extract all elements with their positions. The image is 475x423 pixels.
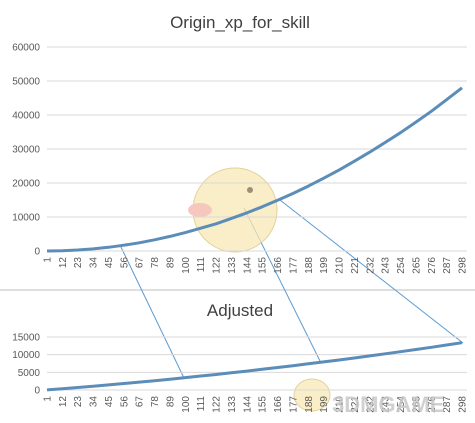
- y-tick-label: 0: [34, 247, 40, 258]
- y-tick-label: 15000: [12, 333, 40, 344]
- x-tick-label: 221: [350, 257, 361, 274]
- y-tick-label: 5000: [18, 368, 41, 379]
- x-tick-label: 276: [427, 396, 438, 413]
- y-tick-label: 30000: [12, 145, 40, 156]
- x-tick-label: 221: [350, 396, 361, 413]
- x-tick-label: 144: [242, 396, 253, 413]
- x-tick-label: 243: [381, 257, 392, 274]
- x-tick-label: 67: [135, 257, 146, 269]
- x-tick-label: 45: [104, 257, 115, 269]
- x-tick-label: 56: [119, 396, 130, 408]
- data-line: [46, 341, 463, 392]
- x-tick-label: 254: [396, 396, 407, 413]
- y-tick-label: 50000: [12, 77, 40, 88]
- x-tick-label: 23: [73, 396, 84, 408]
- x-tick-label: 133: [227, 257, 238, 274]
- mascot-wing: [188, 203, 212, 217]
- x-tick-label: 100: [181, 257, 192, 274]
- x-tick-label: 166: [273, 257, 284, 274]
- data-line: [46, 86, 463, 253]
- x-tick-label: 287: [442, 396, 453, 413]
- x-tick-label: 111: [196, 396, 207, 412]
- chart-title: Adjusted: [207, 301, 273, 320]
- x-tick-label: 188: [304, 396, 315, 413]
- x-tick-label: 232: [365, 396, 376, 413]
- x-tick-label: 34: [89, 257, 100, 269]
- x-tick-label: 232: [365, 257, 376, 274]
- mascot-eye: [247, 187, 253, 193]
- x-tick-label: 276: [427, 257, 438, 274]
- x-tick-label: 287: [442, 257, 453, 274]
- x-tick-label: 89: [165, 396, 176, 408]
- x-tick-label: 12: [58, 396, 69, 408]
- y-tick-label: 10000: [12, 350, 40, 361]
- x-tick-label: 133: [227, 396, 238, 413]
- x-tick-label: 12: [58, 257, 69, 269]
- charts: Origin_xp_for_skill 0 10000 20000 30000 40000…: [12, 13, 468, 417]
- y-tick-label: 10000: [12, 213, 40, 224]
- x-tick-label: 89: [165, 257, 176, 269]
- x-tick-label: 67: [135, 396, 146, 408]
- x-tick-label: 111: [196, 257, 207, 273]
- x-tick-label: 199: [319, 257, 330, 274]
- x-tick-label: 1: [43, 396, 54, 402]
- x-tick-label: 243: [381, 396, 392, 413]
- y-tick-label: 0: [34, 386, 40, 397]
- x-tick-label: 45: [104, 396, 115, 408]
- y-tick-label: 20000: [12, 179, 40, 190]
- x-tick-label: 144: [242, 257, 253, 274]
- x-tick-label: 210: [335, 396, 346, 413]
- x-tick-label: 78: [150, 396, 161, 408]
- x-tick-label: 1: [43, 257, 54, 263]
- x-tick-label: 177: [288, 257, 299, 274]
- x-tick-label: 155: [258, 396, 269, 413]
- watermark: 3DMGAME: [332, 392, 444, 417]
- mascot-small: [293, 378, 331, 412]
- x-tick-label: 78: [150, 257, 161, 269]
- x-tick-label: 122: [212, 396, 223, 413]
- x-tick-label: 254: [396, 257, 407, 274]
- y-tick-label: 40000: [12, 111, 40, 122]
- x-tick-label: 298: [458, 396, 469, 413]
- x-tick-label: 265: [411, 257, 422, 274]
- x-tick-label: 166: [273, 396, 284, 413]
- chart-title: Origin_xp_for_skill: [170, 13, 310, 32]
- connector: [119, 244, 185, 379]
- x-tick-label: 298: [458, 257, 469, 274]
- x-tick-label: 122: [212, 257, 223, 274]
- x-tick-label: 210: [335, 257, 346, 274]
- x-tick-label: 199: [319, 396, 330, 413]
- x-tick-label: 155: [258, 257, 269, 274]
- x-tick-label: 265: [411, 396, 422, 413]
- x-tick-label: 34: [89, 396, 100, 408]
- x-tick-label: 56: [119, 257, 130, 269]
- x-tick-label: 23: [73, 257, 84, 269]
- x-tick-label: 100: [181, 396, 192, 413]
- x-tick-label: 177: [288, 396, 299, 413]
- y-tick-label: 60000: [12, 43, 40, 54]
- x-tick-label: 188: [304, 257, 315, 274]
- connector: [279, 199, 464, 344]
- mascot: [188, 167, 331, 412]
